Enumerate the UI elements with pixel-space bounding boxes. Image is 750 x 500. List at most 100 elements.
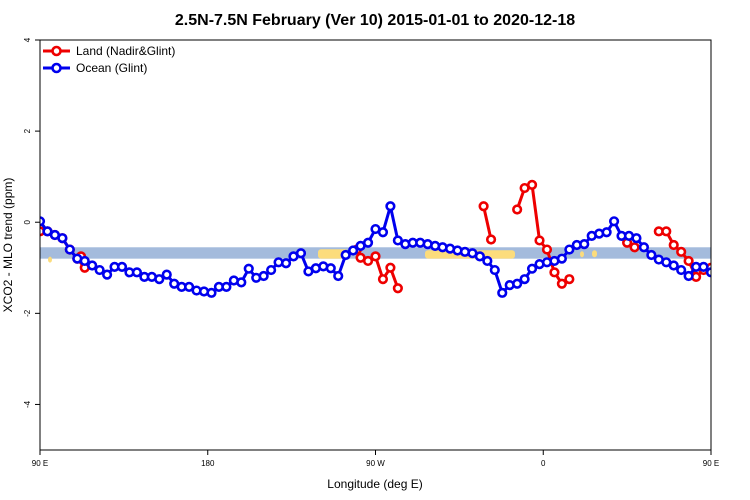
ocean-point xyxy=(698,261,709,272)
land-point xyxy=(676,246,687,257)
land-point xyxy=(526,179,538,190)
land-point xyxy=(512,204,523,215)
ocean-point xyxy=(579,238,590,250)
ocean-point xyxy=(101,269,113,280)
ocean-point xyxy=(266,264,277,276)
ocean-point xyxy=(392,235,403,246)
ocean-point xyxy=(608,216,620,227)
ocean-point xyxy=(526,263,538,274)
ocean-point xyxy=(377,227,389,238)
legend-label-land: Land (Nadir&Glint) xyxy=(76,44,175,58)
ocean-point xyxy=(87,260,98,271)
land-point xyxy=(377,274,389,285)
ocean-point xyxy=(221,281,232,293)
ocean-point xyxy=(116,261,128,272)
ocean-point xyxy=(638,242,650,253)
land-band-blob xyxy=(48,256,52,263)
ocean-point xyxy=(668,260,679,271)
ocean-point xyxy=(206,287,217,298)
ocean-point xyxy=(722,273,730,281)
land-point xyxy=(629,242,640,253)
land-band-blob xyxy=(580,251,584,258)
land-point xyxy=(556,278,567,289)
ocean-point xyxy=(646,249,657,261)
ocean-point xyxy=(737,275,745,283)
ocean-point xyxy=(340,249,351,261)
ocean-point xyxy=(683,270,694,282)
land-band-blob xyxy=(318,249,348,259)
land-point xyxy=(549,267,560,278)
plot-frame xyxy=(39,39,712,451)
ocean-point xyxy=(556,253,567,264)
x-tick-label: 90 E xyxy=(32,459,48,468)
x-tick-label: 180 xyxy=(201,459,215,468)
land-point xyxy=(370,251,381,262)
ocean-point xyxy=(295,248,307,259)
ocean-point xyxy=(57,233,68,244)
land-point xyxy=(683,255,694,267)
ocean-point xyxy=(519,274,530,285)
ocean-point xyxy=(631,233,642,244)
land-point xyxy=(362,255,374,267)
ocean-point xyxy=(482,255,493,267)
ocean-point xyxy=(184,281,195,293)
land-point xyxy=(668,239,679,251)
land-series-line xyxy=(515,183,571,286)
ocean-point xyxy=(29,228,37,236)
x-axis: 90 E 180 90 W 0 90 E xyxy=(32,450,719,468)
ocean-point xyxy=(333,270,344,282)
x-axis-title: Longitude (deg E) xyxy=(327,477,422,491)
ocean-point xyxy=(258,270,269,282)
land-point xyxy=(392,283,403,294)
y-tick-label: 4 xyxy=(23,37,32,42)
land-point xyxy=(385,262,396,273)
land-series-line xyxy=(482,205,493,240)
ocean-point xyxy=(730,273,738,281)
x-tick-label: 0 xyxy=(541,459,546,468)
ocean-point xyxy=(236,277,247,288)
legend-item-land: Land (Nadir&Glint) xyxy=(43,44,175,58)
ocean-point xyxy=(131,267,143,278)
legend: Land (Nadir&Glint) Ocean (Glint) xyxy=(43,44,175,75)
land-point xyxy=(29,225,37,233)
ocean-point xyxy=(512,278,523,289)
ocean-point xyxy=(744,271,750,279)
ocean-point xyxy=(601,227,612,238)
ocean-point xyxy=(715,269,723,277)
ocean-point xyxy=(94,264,105,276)
land-point xyxy=(485,234,497,245)
ocean-point xyxy=(42,226,53,237)
ocean-point xyxy=(385,201,396,212)
ocean-point xyxy=(362,237,374,248)
ocean-point xyxy=(64,244,75,255)
ocean-point xyxy=(325,263,336,274)
legend-item-ocean: Ocean (Glint) xyxy=(43,61,147,75)
ocean-point xyxy=(705,267,711,278)
land-point xyxy=(478,201,489,212)
land-point xyxy=(661,226,672,237)
chart-title: 2.5N-7.5N February (Ver 10) 2015-01-01 t… xyxy=(175,12,575,29)
land-point xyxy=(541,244,553,255)
y-axis: -4 -2 0 2 4 xyxy=(23,37,40,408)
y-tick-label: 0 xyxy=(23,219,32,224)
ocean-point xyxy=(348,245,359,256)
ocean-point xyxy=(154,274,165,285)
y-axis-title: XCO2 - MLO trend (ppm) xyxy=(1,178,15,313)
ocean-point xyxy=(79,255,90,267)
y-tick-label: -2 xyxy=(23,309,32,317)
ocean-point xyxy=(497,287,508,298)
ocean-point xyxy=(474,251,485,262)
ocean-point xyxy=(280,258,292,269)
land-point xyxy=(564,274,575,285)
ocean-point xyxy=(243,263,254,274)
ocean-point xyxy=(676,264,687,276)
land-band-blob xyxy=(592,250,597,258)
land-point xyxy=(534,235,545,246)
legend-label-ocean: Ocean (Glint) xyxy=(76,61,147,75)
y-tick-label: 2 xyxy=(23,128,32,133)
series-layer xyxy=(29,179,750,298)
ocean-point xyxy=(489,264,500,276)
y-tick-label: -4 xyxy=(23,400,32,408)
ocean-point xyxy=(564,244,575,255)
